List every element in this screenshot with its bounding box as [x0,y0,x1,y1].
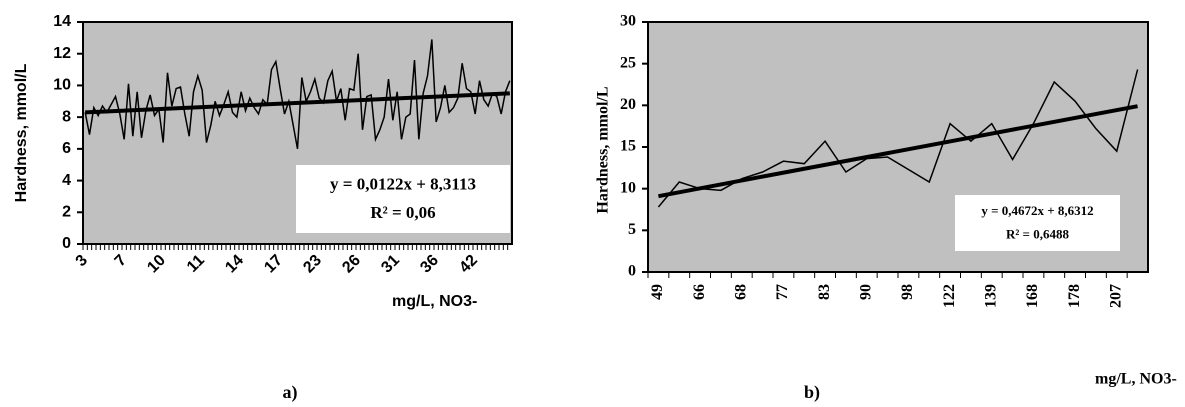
y-tick-label: 6 [62,140,71,157]
y-tick-label: 14 [53,13,71,30]
x-tick-label: 83 [816,284,833,300]
x-tick-label: 36 [417,252,442,277]
x-tick-label: 42 [456,252,481,277]
y-tick-label: 8 [62,108,71,125]
x-tick-label: 207 [1107,284,1124,308]
y-tick-label: 25 [620,54,636,71]
x-tick-label: 139 [982,284,999,308]
x-tick-label: 98 [899,284,916,300]
y-axis-title: Hardness, mmol/L [595,86,612,213]
y-tick-label: 20 [620,96,636,113]
y-tick-label: 0 [62,235,71,252]
y-tick-label: 10 [620,179,636,196]
chart: 0 5 10 15 20 25 30 49 66 68 77 83 90 98 122 139 168 178 20… [595,13,1177,403]
equation-box [296,165,510,233]
y-tick-label: 12 [53,45,71,62]
y-tick-label: 30 [620,13,636,30]
equation-box [955,195,1120,251]
y-tick-label: 0 [628,263,636,280]
x-tick-label: 26 [339,252,364,277]
caption: a) [283,382,298,403]
x-tick-label: 7 [112,252,130,270]
x-tick-label: 10 [144,252,169,277]
x-tick-label: 90 [857,284,874,300]
x-tick-label: 3 [73,252,91,270]
x-tick-label: 49 [649,284,666,300]
y-tick-label: 5 [628,221,636,238]
y-tick-label: 2 [62,204,71,221]
x-tick-label: 14 [222,252,247,277]
trend-line [658,104,1138,199]
x-tick-label: 77 [774,284,791,300]
y-tick-label: 10 [53,77,71,94]
x-tick-label: 178 [1066,284,1083,308]
equation-text: y = 0,4672x + 8,6312 [981,203,1093,218]
equation-text: y = 0,0122x + 8,3113 [330,174,476,193]
x-tick-label: 122 [941,284,958,308]
x-tick-label: 23 [300,252,325,277]
x-axis-title: mg/L, NO3- [1095,371,1177,388]
y-axis-title: Hardness, mmol/L [13,63,30,202]
x-tick-label: 31 [378,252,403,277]
x-axis-title: mg/L, NO3- [392,293,477,310]
x-tick-label: 68 [732,284,749,300]
x-tick-label: 11 [184,252,208,276]
y-tick-label: 15 [620,138,636,155]
chart: 0 2 4 6 8 10 12 14 3 7 10 11 14 17 23 26 31 36 42 y = 0,012… [13,13,513,403]
x-tick-label: 168 [1024,284,1041,308]
y-tick-label: 4 [62,172,71,189]
equation-text: R² = 0,6488 [1006,226,1069,241]
x-tick-label: 17 [261,252,286,277]
trend-line [85,91,510,115]
caption: b) [804,382,820,403]
x-tick-label: 66 [691,284,708,300]
data-line [84,39,511,149]
equation-text: R² = 0,06 [370,203,435,222]
